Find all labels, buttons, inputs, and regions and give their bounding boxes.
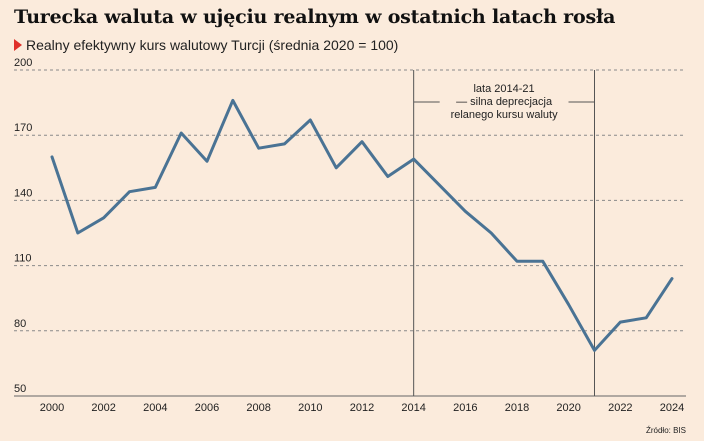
x-tick-label: 2012 xyxy=(350,402,374,414)
source-note: Źródło: BIS xyxy=(645,426,686,435)
triangle-marker-icon xyxy=(14,39,22,51)
y-tick-label: 200 xyxy=(14,57,32,69)
y-tick-label: 170 xyxy=(14,122,32,134)
subtitle-text: Realny efektywny kurs walutowy Turcji (ś… xyxy=(26,37,399,53)
x-tick-label: 2002 xyxy=(91,402,115,414)
x-tick-label: 2024 xyxy=(660,402,684,414)
y-tick-label: 110 xyxy=(14,253,32,265)
y-tick-label: 50 xyxy=(14,383,26,395)
x-tick-label: 2004 xyxy=(143,402,167,414)
y-tick-label: 140 xyxy=(14,187,32,199)
y-tick-label: 80 xyxy=(14,318,26,330)
x-tick-label: 2016 xyxy=(453,402,477,414)
x-tick-label: 2000 xyxy=(40,402,64,414)
annotation-text-line: — silna deprecjacja xyxy=(456,96,553,108)
x-tick-label: 2008 xyxy=(246,402,270,414)
x-tick-label: 2010 xyxy=(298,402,322,414)
x-tick-label: 2022 xyxy=(608,402,632,414)
chart-title: Turecka waluta w ujęciu realnym w ostatn… xyxy=(14,6,616,28)
x-tick-label: 2014 xyxy=(401,402,425,414)
x-tick-label: 2006 xyxy=(195,402,219,414)
annotation-text-line: lata 2014-21 xyxy=(473,83,534,95)
x-tick-label: 2020 xyxy=(556,402,580,414)
annotation-text-line: relanego kursu waluty xyxy=(451,109,559,121)
chart-subtitle: Realny efektywny kurs walutowy Turcji (ś… xyxy=(14,37,398,53)
x-tick-label: 2018 xyxy=(505,402,529,414)
series-line xyxy=(50,98,674,352)
